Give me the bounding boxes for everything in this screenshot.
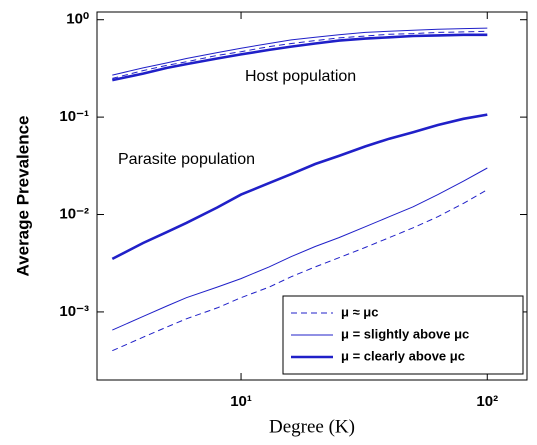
series-line xyxy=(112,189,488,352)
series-line xyxy=(112,30,488,79)
series-line xyxy=(112,27,488,76)
legend-label: μ = slightly above μc xyxy=(341,326,469,341)
annotation: Host population xyxy=(245,68,356,85)
series-line xyxy=(112,33,488,82)
y-tick-label: 10⁰ xyxy=(66,11,89,28)
legend-label: μ = clearly above μc xyxy=(341,348,465,363)
y-tick-label: 10⁻¹ xyxy=(59,108,89,125)
plot-frame xyxy=(96,11,528,381)
legend-label: μ ≈ μc xyxy=(341,304,379,319)
y-tick-label: 10⁻² xyxy=(59,205,89,222)
x-tick-label: 10² xyxy=(476,393,498,410)
y-axis-label: Average Prevalence xyxy=(13,116,32,277)
y-tick-label: 10⁻³ xyxy=(59,303,89,320)
x-axis-label: Degree (K) xyxy=(269,416,355,437)
annotation: Parasite population xyxy=(118,151,255,168)
x-tick-label: 10¹ xyxy=(230,393,252,410)
series-line xyxy=(112,167,488,331)
series-line xyxy=(111,113,488,261)
